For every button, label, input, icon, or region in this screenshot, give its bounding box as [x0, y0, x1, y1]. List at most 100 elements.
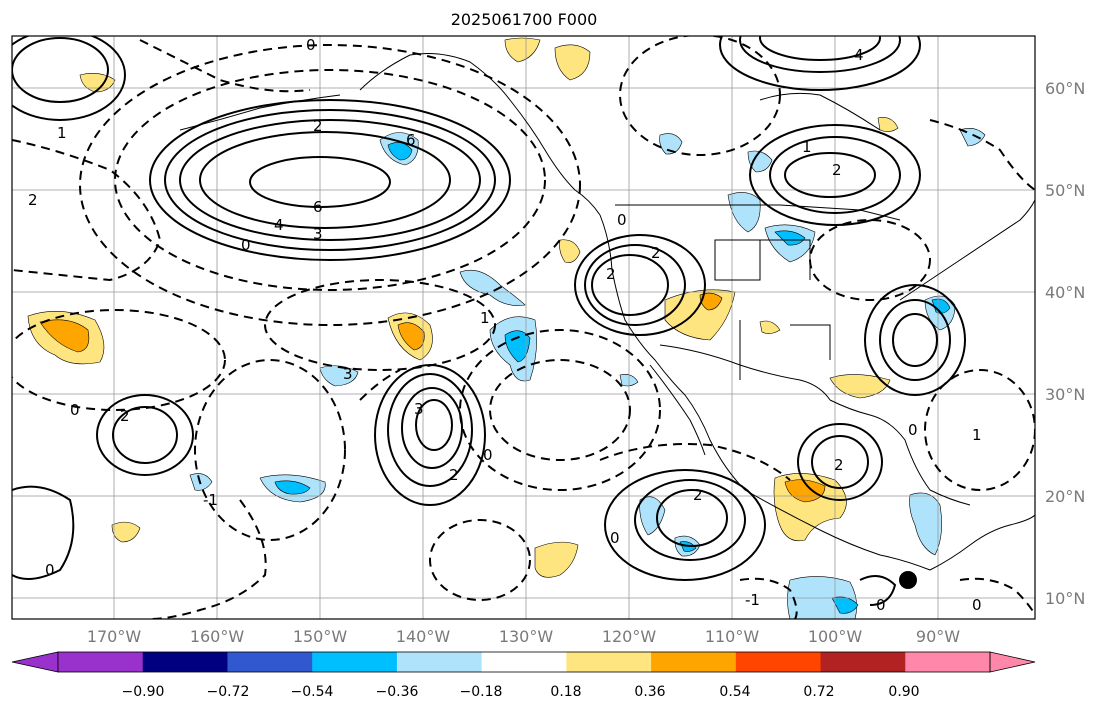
colorbar-segment — [820, 652, 906, 672]
anomaly-patch — [504, 37, 541, 63]
contour-solid — [415, 399, 453, 451]
contour-solid — [387, 373, 473, 487]
contour-dashed — [429, 519, 531, 601]
colorbar-tick-label: 0.54 — [719, 684, 750, 700]
contour-solid — [864, 284, 966, 396]
anomaly-patch — [784, 479, 826, 503]
lat-label: 50°N — [1045, 181, 1085, 200]
contour-label: 0 — [70, 401, 80, 419]
contour-solid — [96, 394, 194, 476]
contour-label: 2 — [651, 244, 661, 262]
contour-solid — [749, 124, 921, 226]
contour-solid — [12, 37, 109, 103]
colorbar-segment — [58, 652, 144, 672]
contour-label: 2 — [28, 191, 38, 209]
contour-label: 2 — [313, 117, 323, 135]
lat-label: 60°N — [1045, 79, 1085, 98]
contour-dashed — [619, 36, 781, 156]
colorbar-tick-label: 0.90 — [888, 684, 919, 700]
contour-label: 6 — [406, 131, 416, 149]
contours — [12, 36, 1035, 619]
longitude-labels: 170°W 160°W 150°W 140°W 130°W 120°W 110°… — [87, 627, 960, 646]
contour-label: 2 — [832, 161, 842, 179]
contour-solid — [797, 423, 883, 501]
contour-dashed — [359, 369, 401, 401]
contour-label: 2 — [449, 466, 459, 484]
colorbar-segment — [481, 652, 567, 672]
contour-label: 0 — [45, 561, 55, 579]
contour-dashed — [599, 443, 791, 481]
contour-solid — [149, 99, 511, 261]
colorbar-tick-label: 0.72 — [803, 684, 834, 700]
anomaly-patch — [554, 44, 591, 81]
colorbar-segment — [396, 652, 483, 672]
anomaly-patch — [909, 492, 942, 556]
contour-label: -1 — [203, 491, 218, 509]
contour-label: 2 — [693, 486, 703, 504]
contour-label-group: 0 4 6 6 3 4 2 0 1 2 2 2 3 3 0 2 2 1 0 -1… — [28, 36, 982, 614]
lat-label: 10°N — [1045, 589, 1085, 608]
contour-solid — [719, 36, 921, 91]
lon-label: 150°W — [293, 627, 348, 646]
border-us-mexico — [659, 344, 831, 401]
anomaly-patch — [397, 322, 425, 351]
lon-label: 160°W — [190, 627, 245, 646]
contour-dashed — [924, 369, 1035, 491]
contour-dashed — [264, 279, 496, 371]
contour-dashed — [12, 309, 226, 411]
contour-label: -1 — [745, 591, 760, 609]
contour-dashed — [194, 359, 346, 541]
colorbar-tick-label: −0.72 — [207, 684, 250, 700]
coastline-hudson — [759, 92, 881, 131]
contour-label: 1 — [802, 138, 812, 156]
coastline-central-america — [929, 514, 1035, 571]
colorbar-frame — [57, 651, 991, 673]
colorbar-extend-max — [989, 651, 1036, 673]
colorbar-tick-label: −0.36 — [376, 684, 419, 700]
colorbar-segment — [312, 652, 398, 672]
colorbar-tick-label: −0.90 — [122, 684, 165, 700]
contour-solid — [634, 479, 746, 561]
contour-solid — [112, 406, 178, 464]
contour-solid — [859, 575, 897, 606]
colorbar-segment — [566, 652, 652, 672]
anomaly-patch — [831, 596, 859, 614]
contour-solid — [179, 119, 481, 241]
anomaly-patch — [111, 521, 141, 543]
anomaly-patch — [534, 541, 579, 578]
contour-dashed — [12, 139, 162, 282]
contour-dashed — [739, 577, 798, 619]
lon-label: 120°W — [602, 627, 657, 646]
anomaly-patch — [659, 133, 683, 155]
latitude-labels: 60°N 50°N 40°N 30°N 20°N 10°N — [1045, 79, 1085, 608]
contour-solid — [604, 469, 766, 581]
contour-solid — [879, 299, 951, 381]
lon-label: 100°W — [808, 627, 863, 646]
contour-solid — [199, 131, 451, 229]
coastline-east — [899, 199, 1035, 301]
map-title: 2025061700 F000 — [450, 10, 598, 29]
border-us-canada — [615, 204, 901, 221]
contour-dashed — [139, 39, 311, 93]
contour-label: 0 — [617, 211, 627, 229]
contour-label: 4 — [274, 216, 284, 234]
contour-label: 0 — [876, 596, 886, 614]
lon-label: 140°W — [396, 627, 451, 646]
contour-label: 6 — [313, 198, 323, 216]
anomaly-patch — [774, 230, 806, 246]
contour-label: 0 — [306, 36, 316, 54]
contour-label: 0 — [483, 446, 493, 464]
coastline-gulf — [829, 399, 971, 506]
contour-solid — [574, 234, 706, 336]
contour-label: 3 — [313, 225, 323, 243]
contour-label: 1 — [57, 124, 67, 142]
anomaly-patch — [319, 365, 359, 387]
contour-solid — [164, 109, 496, 251]
contour-solid — [249, 156, 391, 208]
contour-solid — [739, 36, 901, 73]
contour-solid — [12, 485, 75, 580]
contour-solid — [401, 387, 463, 469]
colorbar — [11, 651, 1036, 673]
contour-label: 0 — [908, 421, 918, 439]
contour-dashed — [489, 359, 631, 461]
